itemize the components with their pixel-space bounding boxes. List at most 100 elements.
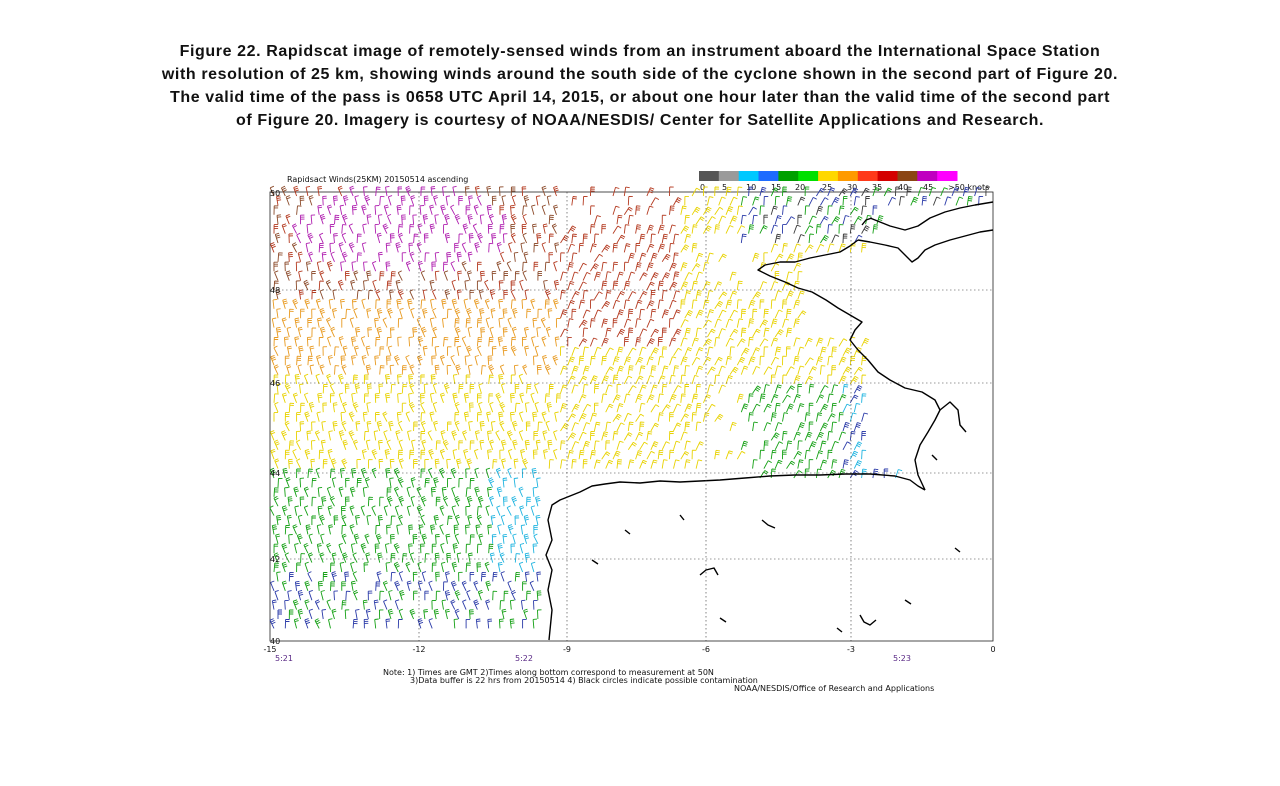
wind-barb xyxy=(274,270,279,281)
wind-barb xyxy=(782,355,787,366)
legend-swatch xyxy=(937,171,958,181)
wind-barb xyxy=(409,224,415,234)
wind-barb xyxy=(395,242,401,253)
wind-barb xyxy=(423,233,429,244)
wind-barb xyxy=(524,345,530,356)
wind-barb xyxy=(578,355,585,366)
wind-barb xyxy=(928,186,937,197)
wind-barb xyxy=(521,186,527,197)
wind-barb xyxy=(842,366,852,375)
wind-barb xyxy=(398,439,403,450)
wind-barb xyxy=(348,242,355,253)
wind-barb xyxy=(646,338,655,347)
wind-barb xyxy=(740,233,747,244)
wind-barb xyxy=(661,253,671,263)
legend-label-50: >50 knots xyxy=(948,183,989,192)
wind-barb xyxy=(487,618,493,629)
wind-barb xyxy=(322,195,327,206)
wind-barb xyxy=(623,393,631,403)
wind-barb xyxy=(321,609,326,620)
wind-barb xyxy=(454,608,460,620)
wind-barb xyxy=(887,196,897,206)
wind-barb xyxy=(435,534,440,544)
wind-barb xyxy=(551,223,557,234)
wind-barb xyxy=(752,459,758,469)
longitude-labels: -15 -12 -9 -6 -3 0 xyxy=(263,645,995,654)
speed-legend-labels: 0 5 10 15 20 25 30 35 40 45 >50 knots xyxy=(700,183,989,192)
wind-barb xyxy=(542,430,548,441)
wind-barb xyxy=(428,618,433,629)
wind-barb xyxy=(691,280,698,291)
wind-barb xyxy=(317,581,323,591)
wind-barb xyxy=(284,449,290,460)
wind-barb xyxy=(752,421,758,432)
wind-barb xyxy=(827,374,832,385)
wind-barb xyxy=(350,580,356,591)
wind-barb xyxy=(454,412,460,422)
wind-barb xyxy=(567,243,575,253)
wind-barb xyxy=(451,486,456,497)
wind-barb xyxy=(541,185,547,197)
wind-barb xyxy=(797,403,805,413)
wind-barb xyxy=(680,299,686,309)
wind-barb xyxy=(465,487,472,497)
wind-barb xyxy=(740,308,746,319)
wind-barb xyxy=(476,562,482,573)
coastline-england xyxy=(861,217,873,226)
wind-barb xyxy=(385,261,391,272)
wind-barb xyxy=(491,233,497,244)
wind-barb xyxy=(861,449,867,460)
wind-barb xyxy=(454,420,460,432)
legend-swatch xyxy=(837,171,859,181)
wind-barb xyxy=(322,383,328,394)
wind-barb xyxy=(420,186,426,197)
wind-barb xyxy=(281,392,287,403)
wind-barb xyxy=(452,543,458,554)
wind-barb xyxy=(605,366,614,375)
wind-barb xyxy=(623,432,633,441)
wind-barb xyxy=(420,495,427,507)
wind-barb xyxy=(487,355,493,366)
wind-barb xyxy=(526,308,532,319)
wind-barb xyxy=(520,524,526,535)
wind-barb xyxy=(639,384,647,394)
wind-barb xyxy=(736,225,746,234)
wind-barb xyxy=(349,486,356,497)
lat-label-40: 40 xyxy=(270,637,280,646)
wind-barb xyxy=(669,262,677,272)
wind-barb xyxy=(861,242,867,253)
wind-barb xyxy=(433,420,439,432)
wind-barb xyxy=(311,477,317,488)
wind-barb xyxy=(361,204,367,215)
wind-barb xyxy=(623,243,631,253)
wind-barb xyxy=(627,252,635,262)
wind-barb xyxy=(454,213,461,225)
legend-label-15: 15 xyxy=(771,183,781,192)
wind-barb xyxy=(352,401,359,413)
wind-barb xyxy=(571,271,579,281)
wind-barb xyxy=(464,280,469,291)
wind-barb xyxy=(280,185,287,197)
wind-barb xyxy=(849,450,859,460)
wind-barb xyxy=(627,365,634,375)
wind-barb xyxy=(409,383,415,394)
wind-barb xyxy=(518,430,524,441)
wind-barb xyxy=(793,470,803,479)
wind-barb xyxy=(499,449,504,460)
wind-barb xyxy=(474,486,480,497)
wind-barb xyxy=(786,290,794,300)
wind-barb xyxy=(271,599,277,610)
coastline xyxy=(545,201,994,641)
wind-barb xyxy=(612,450,621,460)
wind-barb xyxy=(363,430,370,441)
coastline-catalonia xyxy=(931,454,938,461)
wind-barb xyxy=(673,459,680,469)
wind-barb xyxy=(774,233,782,244)
wind-barb xyxy=(736,205,743,215)
wind-barb xyxy=(763,346,769,356)
wind-barb xyxy=(395,279,401,291)
wind-barb xyxy=(350,336,357,347)
wind-barb xyxy=(435,590,441,601)
wind-barb xyxy=(506,260,512,272)
wind-barb xyxy=(298,345,304,356)
